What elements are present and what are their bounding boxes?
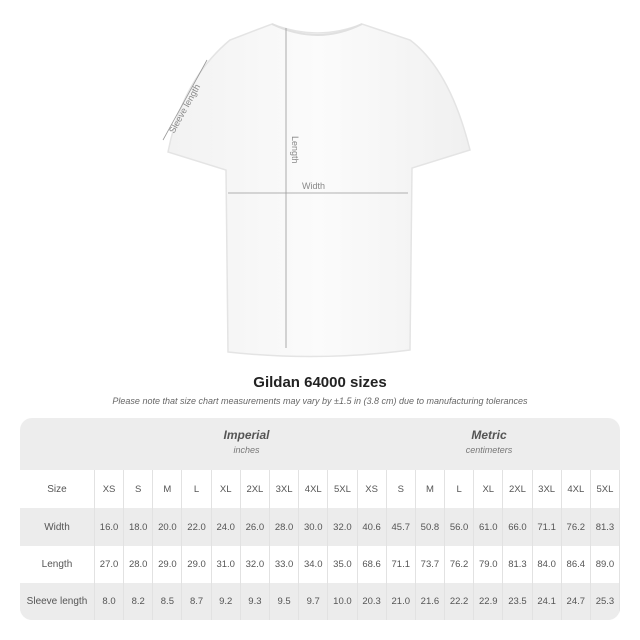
metric-cell: M — [416, 470, 446, 508]
imperial-cell: L — [182, 470, 212, 508]
width-label: Width — [302, 181, 325, 191]
metric-cell: 81.3 — [591, 508, 620, 546]
imperial-cell: 9.2 — [212, 583, 241, 620]
imperial-cell: 32.0 — [328, 508, 358, 546]
metric-unit: centimeters — [465, 445, 513, 455]
imperial-cell: XL — [212, 470, 241, 508]
imperial-cell: 33.0 — [270, 546, 300, 583]
imperial-cell: 34.0 — [299, 546, 329, 583]
row-label: Size — [20, 470, 95, 508]
row-label: Sleeve length — [20, 583, 95, 620]
metric-cell: 20.3 — [358, 583, 387, 620]
imperial-cell: 10.0 — [328, 583, 358, 620]
imperial-label: Imperial — [223, 428, 270, 442]
imperial-cell: M — [153, 470, 183, 508]
metric-cell: 5XL — [591, 470, 620, 508]
imperial-cell: 22.0 — [182, 508, 212, 546]
imperial-cell: 35.0 — [328, 546, 358, 583]
imperial-cell: 9.3 — [241, 583, 270, 620]
tolerance-note: Please note that size chart measurements… — [112, 396, 528, 406]
metric-cell: 86.4 — [562, 546, 591, 583]
row-label: Width — [20, 508, 95, 546]
metric-cell: 22.2 — [445, 583, 475, 620]
metric-cell: 76.2 — [562, 508, 591, 546]
imperial-cell: 8.0 — [95, 583, 125, 620]
size-table: Imperial inches Metric centimeters Size X… — [20, 418, 620, 620]
imperial-cell: 18.0 — [124, 508, 154, 546]
metric-cell: 68.6 — [358, 546, 387, 583]
imperial-cell: 24.0 — [212, 508, 241, 546]
metric-cell: 84.0 — [533, 546, 562, 583]
imperial-cell: 9.7 — [299, 583, 329, 620]
tshirt-image: Sleeve length Length Width — [162, 23, 471, 358]
metric-cell: S — [387, 470, 416, 508]
metric-cell: 73.7 — [416, 546, 446, 583]
metric-cell: 56.0 — [445, 508, 475, 546]
metric-cell: 71.1 — [387, 546, 416, 583]
imperial-cell: XS — [95, 470, 125, 508]
metric-cell: 3XL — [533, 470, 562, 508]
imperial-cell: 3XL — [270, 470, 300, 508]
metric-cell: 25.3 — [591, 583, 620, 620]
imperial-cell: 27.0 — [95, 546, 125, 583]
metric-cell: XS — [358, 470, 387, 508]
sleeve-line — [162, 59, 208, 141]
imperial-cell: 29.0 — [182, 546, 212, 583]
metric-cell: 89.0 — [591, 546, 620, 583]
metric-cell: 61.0 — [474, 508, 504, 546]
imperial-cell: 28.0 — [124, 546, 154, 583]
length-label: Length — [290, 136, 300, 164]
imperial-cell: 20.0 — [153, 508, 183, 546]
metric-cell: 24.7 — [562, 583, 591, 620]
metric-cell: 45.7 — [387, 508, 416, 546]
metric-cell: 40.6 — [358, 508, 387, 546]
imperial-cell: 32.0 — [241, 546, 270, 583]
metric-label: Metric — [471, 428, 507, 442]
metric-cell: 21.6 — [416, 583, 446, 620]
imperial-cell: 4XL — [299, 470, 329, 508]
table-row: Length 27.0 28.0 29.0 29.0 31.0 32.0 33.0 34.0 35… — [20, 546, 620, 583]
imperial-cell: 28.0 — [270, 508, 300, 546]
imperial-cell: 8.7 — [182, 583, 212, 620]
imperial-unit: inches — [233, 445, 260, 455]
imperial-cell: 30.0 — [299, 508, 329, 546]
imperial-cell: 26.0 — [241, 508, 270, 546]
metric-cell: 71.1 — [533, 508, 562, 546]
imperial-cell: 8.2 — [124, 583, 154, 620]
metric-cell: 23.5 — [503, 583, 533, 620]
imperial-cell: 31.0 — [212, 546, 241, 583]
metric-cell: 21.0 — [387, 583, 416, 620]
page-title: Gildan 64000 sizes — [253, 374, 387, 391]
metric-cell: XL — [474, 470, 504, 508]
metric-cell: 2XL — [503, 470, 533, 508]
metric-cell: 76.2 — [445, 546, 475, 583]
metric-cell: L — [445, 470, 475, 508]
imperial-cell: 2XL — [241, 470, 270, 508]
metric-cell: 4XL — [562, 470, 591, 508]
imperial-header: Imperial inches — [115, 428, 378, 455]
table-row: Width 16.0 18.0 20.0 22.0 24.0 26.0 28.0 30.0 32.… — [20, 508, 620, 546]
metric-cell: 50.8 — [416, 508, 446, 546]
metric-cell: 81.3 — [503, 546, 533, 583]
imperial-cell: 16.0 — [95, 508, 125, 546]
metric-cell: 66.0 — [503, 508, 533, 546]
metric-cell: 22.9 — [474, 583, 504, 620]
imperial-cell: 9.5 — [270, 583, 300, 620]
metric-header: Metric centimeters — [358, 428, 620, 455]
metric-cell: 24.1 — [533, 583, 562, 620]
imperial-cell: 8.5 — [153, 583, 183, 620]
table-row: Size XS S M L XL 2XL 3XL 4XL 5XL XS S M L XL 2XL 3XL 4XL 5… — [20, 470, 620, 508]
imperial-cell: 29.0 — [153, 546, 183, 583]
metric-cell: 79.0 — [474, 546, 504, 583]
table-row: Sleeve length 8.0 8.2 8.5 8.7 9.2 9.3 9.5 9.7 10.… — [20, 583, 620, 620]
imperial-cell: S — [124, 470, 154, 508]
imperial-cell: 5XL — [328, 470, 358, 508]
row-label: Length — [20, 546, 95, 583]
